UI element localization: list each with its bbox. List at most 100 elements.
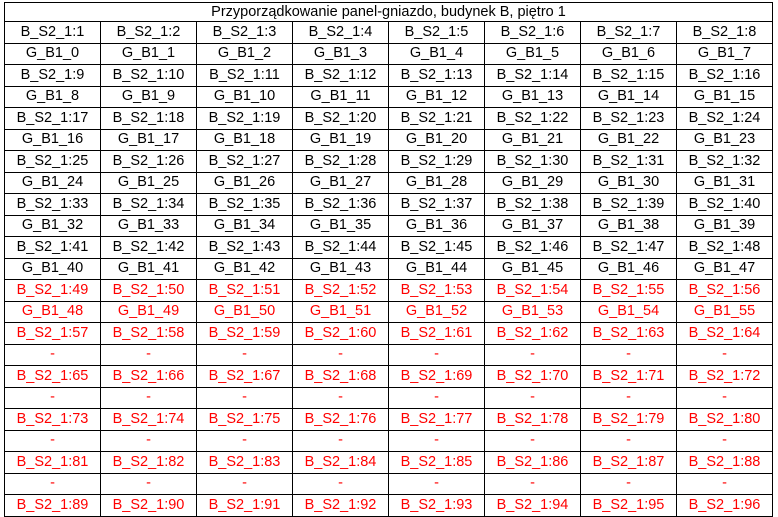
table-cell: B_S2_1:55 bbox=[580, 279, 677, 302]
table-cell: G_B1_40 bbox=[4, 257, 101, 280]
table-row: -------- bbox=[4, 429, 773, 452]
table-cell: G_B1_26 bbox=[196, 171, 293, 194]
table-cell: B_S2_1:8 bbox=[676, 21, 773, 44]
table-cell: B_S2_1:62 bbox=[484, 322, 581, 345]
table-cell: G_B1_52 bbox=[388, 300, 485, 323]
table-cell: B_S2_1:41 bbox=[4, 236, 101, 259]
table-cell: B_S2_1:36 bbox=[292, 193, 389, 216]
table-cell: B_S2_1:56 bbox=[676, 279, 773, 302]
table-cell: G_B1_36 bbox=[388, 214, 485, 237]
table-cell: - bbox=[484, 386, 581, 409]
table-cell: B_S2_1:2 bbox=[100, 21, 197, 44]
table-cell: B_S2_1:9 bbox=[4, 64, 101, 87]
table-cell: B_S2_1:16 bbox=[676, 64, 773, 87]
table-cell: G_B1_28 bbox=[388, 171, 485, 194]
table-cell: B_S2_1:49 bbox=[4, 279, 101, 302]
table-cell: B_S2_1:71 bbox=[580, 365, 677, 388]
table-cell: - bbox=[580, 343, 677, 366]
table-cell: - bbox=[484, 472, 581, 495]
table-cell: B_S2_1:77 bbox=[388, 408, 485, 431]
table-cell: G_B1_1 bbox=[100, 42, 197, 65]
table-cell: B_S2_1:90 bbox=[100, 494, 197, 517]
table-title: Przyporządkowanie panel-gniazdo, budynek… bbox=[4, 2, 773, 22]
table-cell: B_S2_1:19 bbox=[196, 107, 293, 130]
table-cell: G_B1_44 bbox=[388, 257, 485, 280]
table-row: B_S2_1:25 B_S2_1:26 B_S2_1:27 B_S2_1:28 B_S2… bbox=[4, 150, 773, 173]
table-cell: - bbox=[676, 386, 773, 409]
table-row: B_S2_1:33 B_S2_1:34 B_S2_1:35 B_S2_1:36 B_S2… bbox=[4, 193, 773, 216]
table-cell: B_S2_1:46 bbox=[484, 236, 581, 259]
table-cell: B_S2_1:29 bbox=[388, 150, 485, 173]
table-row: B_S2_1:41 B_S2_1:42 B_S2_1:43 B_S2_1:44 B_S2… bbox=[4, 236, 773, 259]
table-row: G_B1_48 G_B1_49 G_B1_50 G_B1_51 G_B1_52 G_B1_… bbox=[4, 300, 773, 323]
table-cell: B_S2_1:27 bbox=[196, 150, 293, 173]
table-cell: B_S2_1:40 bbox=[676, 193, 773, 216]
table-row: B_S2_1:81 B_S2_1:82 B_S2_1:83 B_S2_1:84 B_S2… bbox=[4, 451, 773, 474]
table-cell: B_S2_1:57 bbox=[4, 322, 101, 345]
table-cell: G_B1_4 bbox=[388, 42, 485, 65]
table-cell: B_S2_1:10 bbox=[100, 64, 197, 87]
table-cell: - bbox=[196, 386, 293, 409]
table-cell: B_S2_1:15 bbox=[580, 64, 677, 87]
table-cell: B_S2_1:38 bbox=[484, 193, 581, 216]
table-cell: B_S2_1:80 bbox=[676, 408, 773, 431]
table-cell: G_B1_29 bbox=[484, 171, 581, 194]
table-cell: G_B1_19 bbox=[292, 128, 389, 151]
table-cell: - bbox=[580, 386, 677, 409]
table-cell: G_B1_7 bbox=[676, 42, 773, 65]
table-cell: G_B1_9 bbox=[100, 85, 197, 108]
table-cell: B_S2_1:22 bbox=[484, 107, 581, 130]
table-cell: G_B1_22 bbox=[580, 128, 677, 151]
table-cell: B_S2_1:45 bbox=[388, 236, 485, 259]
table-cell: G_B1_55 bbox=[676, 300, 773, 323]
table-cell: B_S2_1:95 bbox=[580, 494, 677, 517]
table-cell: B_S2_1:68 bbox=[292, 365, 389, 388]
table-cell: B_S2_1:21 bbox=[388, 107, 485, 130]
table-cell: B_S2_1:17 bbox=[4, 107, 101, 130]
table-cell: - bbox=[196, 472, 293, 495]
table-row: B_S2_1:65 B_S2_1:66 B_S2_1:67 B_S2_1:68 B_S2… bbox=[4, 365, 773, 388]
table-cell: B_S2_1:24 bbox=[676, 107, 773, 130]
table-cell: G_B1_18 bbox=[196, 128, 293, 151]
table-cell: G_B1_41 bbox=[100, 257, 197, 280]
table-cell: G_B1_20 bbox=[388, 128, 485, 151]
table-cell: G_B1_48 bbox=[4, 300, 101, 323]
table-row: B_S2_1:9 B_S2_1:10 B_S2_1:11 B_S2_1:12 B_S2_… bbox=[4, 64, 773, 87]
table-cell: B_S2_1:39 bbox=[580, 193, 677, 216]
table-cell: - bbox=[100, 472, 197, 495]
table-cell: G_B1_10 bbox=[196, 85, 293, 108]
table-cell: B_S2_1:85 bbox=[388, 451, 485, 474]
table-cell: G_B1_27 bbox=[292, 171, 389, 194]
table-cell: - bbox=[388, 386, 485, 409]
table-cell: G_B1_51 bbox=[292, 300, 389, 323]
assignment-table-container: Przyporządkowanie panel-gniazdo, budynek… bbox=[4, 2, 773, 517]
table-cell: - bbox=[4, 429, 101, 452]
table-cell: - bbox=[196, 343, 293, 366]
table-cell: B_S2_1:96 bbox=[676, 494, 773, 517]
table-cell: B_S2_1:78 bbox=[484, 408, 581, 431]
table-cell: - bbox=[4, 472, 101, 495]
table-cell: - bbox=[676, 429, 773, 452]
table-cell: B_S2_1:12 bbox=[292, 64, 389, 87]
table-cell: - bbox=[388, 429, 485, 452]
table-cell: G_B1_33 bbox=[100, 214, 197, 237]
table-cell: G_B1_16 bbox=[4, 128, 101, 151]
table-cell: B_S2_1:63 bbox=[580, 322, 677, 345]
table-cell: B_S2_1:20 bbox=[292, 107, 389, 130]
table-cell: B_S2_1:54 bbox=[484, 279, 581, 302]
table-cell: B_S2_1:31 bbox=[580, 150, 677, 173]
table-cell: B_S2_1:60 bbox=[292, 322, 389, 345]
table-cell: G_B1_21 bbox=[484, 128, 581, 151]
table-cell: G_B1_45 bbox=[484, 257, 581, 280]
table-cell: G_B1_46 bbox=[580, 257, 677, 280]
table-cell: G_B1_2 bbox=[196, 42, 293, 65]
table-cell: B_S2_1:11 bbox=[196, 64, 293, 87]
table-cell: G_B1_5 bbox=[484, 42, 581, 65]
table-cell: G_B1_14 bbox=[580, 85, 677, 108]
table-cell: G_B1_6 bbox=[580, 42, 677, 65]
table-cell: B_S2_1:72 bbox=[676, 365, 773, 388]
table-title-row: Przyporządkowanie panel-gniazdo, budynek… bbox=[4, 2, 773, 22]
table-cell: B_S2_1:69 bbox=[388, 365, 485, 388]
table-cell: G_B1_39 bbox=[676, 214, 773, 237]
table-row: G_B1_8 G_B1_9 G_B1_10 G_B1_11 G_B1_12 G_B1_13… bbox=[4, 85, 773, 108]
